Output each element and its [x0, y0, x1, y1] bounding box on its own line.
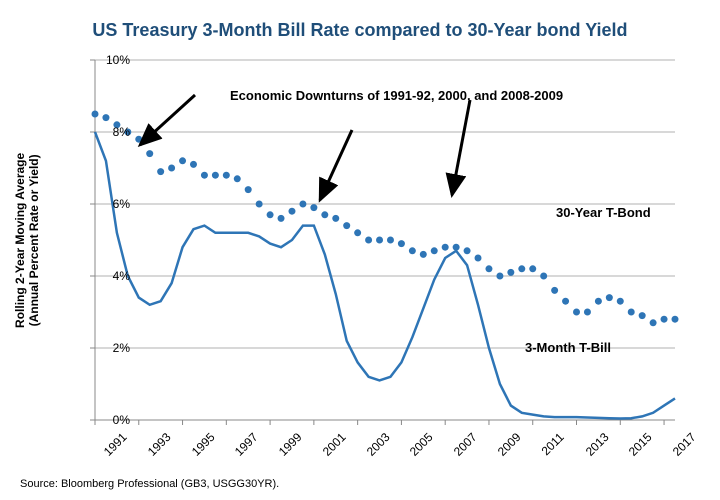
- series-dot-30-year-t-bond: [595, 298, 602, 305]
- series-dot-30-year-t-bond: [409, 247, 416, 254]
- series-dot-30-year-t-bond: [420, 251, 427, 258]
- series-dot-30-year-t-bond: [135, 136, 142, 143]
- series-dot-30-year-t-bond: [617, 298, 624, 305]
- series-dot-30-year-t-bond: [573, 309, 580, 316]
- series-dot-30-year-t-bond: [475, 255, 482, 262]
- chart-annotation: Economic Downturns of 1991-92, 2000, and…: [230, 88, 563, 103]
- series-dot-30-year-t-bond: [507, 269, 514, 276]
- series-dot-30-year-t-bond: [387, 237, 394, 244]
- series-dot-30-year-t-bond: [278, 215, 285, 222]
- series-dot-30-year-t-bond: [299, 201, 306, 208]
- chart-svg: [0, 0, 720, 470]
- series-dot-30-year-t-bond: [639, 312, 646, 319]
- series-dot-30-year-t-bond: [310, 204, 317, 211]
- series-dot-30-year-t-bond: [190, 161, 197, 168]
- chart-annotation: 30-Year T-Bond: [556, 205, 651, 220]
- series-dot-30-year-t-bond: [650, 319, 657, 326]
- series-dot-30-year-t-bond: [234, 175, 241, 182]
- series-dot-30-year-t-bond: [332, 215, 339, 222]
- series-3-month-t-bill: [95, 132, 675, 419]
- y-tick-label: 10%: [106, 53, 130, 67]
- chart-container: US Treasury 3-Month Bill Rate compared t…: [0, 0, 720, 500]
- series-dot-30-year-t-bond: [453, 244, 460, 251]
- series-dot-30-year-t-bond: [288, 208, 295, 215]
- y-tick-label: 8%: [113, 125, 130, 139]
- series-dot-30-year-t-bond: [179, 157, 186, 164]
- source-text: Source: Bloomberg Professional (GB3, USG…: [20, 478, 279, 490]
- series-dot-30-year-t-bond: [431, 247, 438, 254]
- y-tick-label: 6%: [113, 197, 130, 211]
- series-dot-30-year-t-bond: [102, 114, 109, 121]
- series-dot-30-year-t-bond: [376, 237, 383, 244]
- annotation-arrow: [320, 130, 352, 200]
- series-dot-30-year-t-bond: [464, 247, 471, 254]
- series-dot-30-year-t-bond: [661, 316, 668, 323]
- y-tick-label: 4%: [113, 269, 130, 283]
- series-dot-30-year-t-bond: [157, 168, 164, 175]
- series-dot-30-year-t-bond: [146, 150, 153, 157]
- annotation-arrow: [140, 95, 195, 145]
- series-dot-30-year-t-bond: [256, 201, 263, 208]
- series-dot-30-year-t-bond: [606, 294, 613, 301]
- series-dot-30-year-t-bond: [562, 298, 569, 305]
- series-dot-30-year-t-bond: [529, 265, 536, 272]
- series-dot-30-year-t-bond: [321, 211, 328, 218]
- series-dot-30-year-t-bond: [540, 273, 547, 280]
- chart-annotation: 3-Month T-Bill: [525, 340, 611, 355]
- series-dot-30-year-t-bond: [628, 309, 635, 316]
- series-dot-30-year-t-bond: [245, 186, 252, 193]
- series-dot-30-year-t-bond: [343, 222, 350, 229]
- series-dot-30-year-t-bond: [201, 172, 208, 179]
- annotation-arrow: [452, 100, 470, 195]
- series-dot-30-year-t-bond: [92, 111, 99, 118]
- series-dot-30-year-t-bond: [485, 265, 492, 272]
- y-tick-label: 2%: [113, 341, 130, 355]
- series-dot-30-year-t-bond: [398, 240, 405, 247]
- series-dot-30-year-t-bond: [518, 265, 525, 272]
- series-dot-30-year-t-bond: [212, 172, 219, 179]
- y-tick-label: 0%: [113, 413, 130, 427]
- series-dot-30-year-t-bond: [223, 172, 230, 179]
- series-dot-30-year-t-bond: [168, 165, 175, 172]
- series-dot-30-year-t-bond: [584, 309, 591, 316]
- series-dot-30-year-t-bond: [551, 287, 558, 294]
- series-dot-30-year-t-bond: [365, 237, 372, 244]
- series-dot-30-year-t-bond: [442, 244, 449, 251]
- series-dot-30-year-t-bond: [354, 229, 361, 236]
- series-dot-30-year-t-bond: [267, 211, 274, 218]
- series-dot-30-year-t-bond: [496, 273, 503, 280]
- series-dot-30-year-t-bond: [672, 316, 679, 323]
